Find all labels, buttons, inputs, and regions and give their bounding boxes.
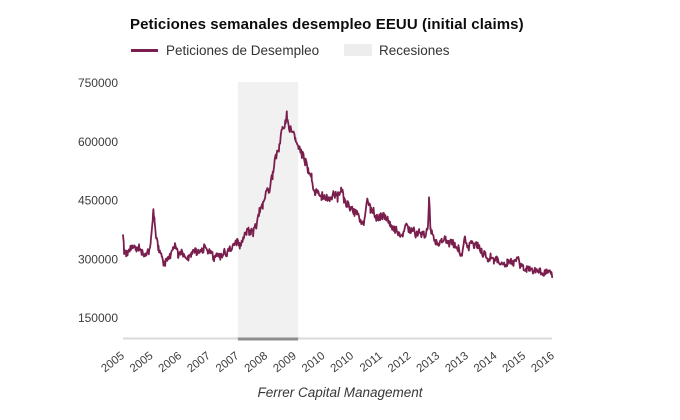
recession-band (237, 82, 299, 339)
y-tick-label: 450000 (78, 194, 118, 208)
x-tick-label: 2014 (472, 350, 500, 376)
x-tick-label: 2010 (329, 350, 357, 375)
footer-caption: Ferrer Capital Management (257, 385, 423, 400)
claims-line (122, 110, 554, 279)
x-tick-label: 2005 (99, 350, 127, 375)
claims-line-swatch (131, 48, 158, 52)
x-tick-label: 2005 (128, 350, 156, 375)
x-tick-label: 2012 (386, 350, 414, 375)
y-tick-label: 300000 (78, 252, 118, 266)
x-tick-label: 2009 (271, 350, 299, 375)
x-tick-label: 2015 (501, 350, 529, 375)
y-tick-label: 750000 (78, 76, 118, 90)
x-tick-label: 2013 (443, 350, 471, 375)
x-tick-label: 2007 (214, 350, 242, 375)
legend-item-recessions: Recesiones (344, 42, 450, 58)
y-tick-label: 150000 (78, 311, 118, 325)
y-tick-label: 600000 (78, 135, 118, 149)
x-tick-label: 2013 (415, 350, 443, 375)
x-tick-label: 2010 (300, 350, 328, 375)
legend-item-claims: Peticiones de Desempleo (131, 42, 319, 58)
x-tick-label: 2007 (185, 350, 213, 375)
legend-label-recessions: Recesiones (379, 42, 450, 58)
chart-title: Peticiones semanales desempleo EEUU (ini… (130, 16, 524, 33)
x-tick-label: 2008 (243, 350, 271, 375)
x-tick-label: 2006 (157, 350, 185, 375)
legend-label-claims: Peticiones de Desempleo (166, 42, 320, 58)
x-tick-label: 2016 (529, 350, 557, 375)
x-tick-label: 2011 (358, 350, 385, 375)
recession-band-swatch (344, 44, 372, 56)
